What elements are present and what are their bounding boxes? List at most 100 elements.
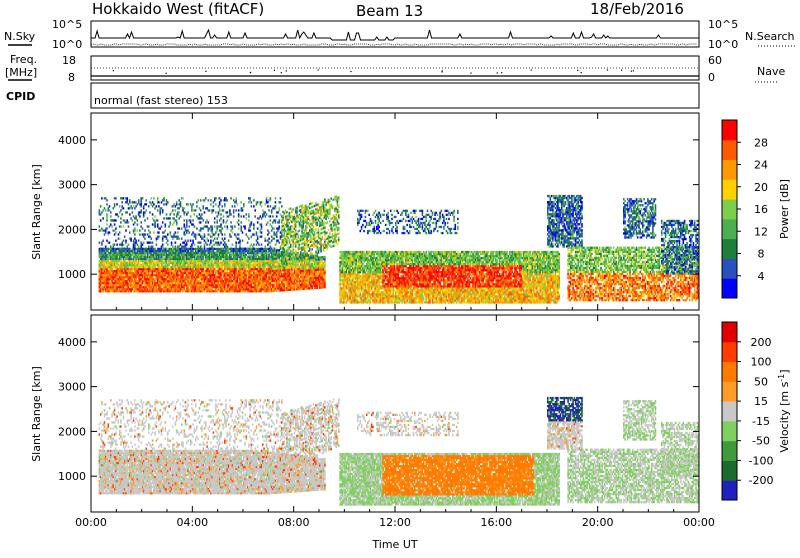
nave-dot bbox=[470, 73, 471, 74]
nave-label: Nave bbox=[757, 65, 785, 78]
range-gate-cell bbox=[156, 286, 158, 288]
range-gate-cell bbox=[229, 264, 231, 266]
range-gate-cell bbox=[108, 260, 110, 262]
range-gate-cell bbox=[171, 248, 173, 250]
range-gate-cell bbox=[246, 276, 248, 278]
range-gate-cell bbox=[116, 256, 118, 258]
range-gate-cell bbox=[109, 280, 111, 282]
range-gate-cell bbox=[215, 274, 217, 276]
range-gate-cell bbox=[111, 268, 113, 270]
freq-tick-bottom: 8 bbox=[68, 71, 75, 84]
range-gate-cell bbox=[191, 280, 193, 282]
range-gate-cell bbox=[123, 274, 125, 276]
nave-dot bbox=[501, 72, 502, 73]
cpid-text: normal (fast stereo) 153 bbox=[94, 94, 228, 107]
range-gate-cell bbox=[185, 264, 187, 266]
range-gate-cell bbox=[251, 284, 253, 286]
range-gate-cell bbox=[142, 284, 144, 286]
range-gate-cell bbox=[154, 266, 156, 268]
nave-dot bbox=[621, 70, 622, 71]
range-gate-cell bbox=[237, 258, 239, 260]
range-gate-cell bbox=[184, 286, 186, 288]
range-gate-cell bbox=[177, 276, 179, 278]
range-gate-cell bbox=[148, 272, 150, 274]
range-gate-cell bbox=[281, 271, 283, 273]
range-gate-cell bbox=[180, 290, 182, 292]
range-gate-cell bbox=[227, 270, 229, 272]
range-gate-cell bbox=[246, 268, 248, 270]
nsky-line bbox=[91, 30, 699, 40]
range-gate-cell bbox=[191, 258, 193, 260]
range-gate-cell bbox=[244, 252, 246, 254]
range-gate-cell bbox=[187, 286, 189, 288]
range-gate-cell bbox=[102, 290, 104, 292]
freq-trace bbox=[91, 68, 699, 76]
range-gate-cell bbox=[256, 256, 258, 258]
range-gate-cell bbox=[218, 282, 220, 284]
range-gate-cell bbox=[220, 274, 222, 276]
nave-dot bbox=[350, 71, 351, 72]
range-gate-cell bbox=[294, 268, 296, 270]
range-gate-cell bbox=[185, 280, 187, 282]
range-gate-cell bbox=[200, 282, 202, 284]
nsky-trace bbox=[91, 30, 699, 45]
nsky-tick-top: 10^5 bbox=[52, 18, 82, 31]
range-gate-cell bbox=[204, 290, 206, 292]
power-panel: 4000300020001000 Slant Range [km] 282420… bbox=[30, 113, 791, 310]
nsearch-tick-top: 10^5 bbox=[708, 18, 738, 31]
nave-dot bbox=[581, 72, 582, 73]
range-gate-cell bbox=[153, 260, 155, 262]
range-gate-cell bbox=[244, 290, 246, 292]
nave-dot bbox=[442, 71, 443, 72]
range-gate-cell bbox=[187, 250, 189, 252]
range-gate-cell bbox=[237, 278, 239, 280]
range-gate-cell bbox=[230, 278, 232, 280]
range-gate-cell bbox=[315, 271, 317, 273]
range-gate-cell bbox=[230, 282, 232, 284]
range-gate-cell bbox=[205, 252, 207, 254]
range-gate-cell bbox=[130, 256, 132, 258]
range-gate-cell bbox=[263, 268, 265, 270]
range-gate-cell bbox=[214, 268, 216, 270]
range-gate-cell bbox=[211, 260, 213, 262]
freq-label-2: [MHz] bbox=[5, 66, 37, 79]
range-gate-cell bbox=[195, 250, 197, 252]
range-gate-cell bbox=[115, 250, 117, 252]
nave-dot bbox=[250, 72, 251, 73]
range-gate-cell bbox=[213, 250, 215, 252]
range-gate-cell bbox=[203, 258, 205, 260]
range-gate-cell bbox=[111, 280, 113, 282]
cpid-label: CPID bbox=[6, 90, 35, 103]
range-gate-cell bbox=[129, 248, 131, 250]
range-gate-cell bbox=[311, 287, 313, 289]
superdarn-rti-plot: Hokkaido West (fitACF) Beam 13 18/Feb/20… bbox=[0, 0, 800, 554]
range-gate-cell bbox=[294, 280, 296, 282]
range-gate-cell bbox=[237, 280, 239, 282]
range-gate-cell bbox=[319, 280, 321, 282]
range-gate-cell bbox=[138, 262, 140, 264]
nsearch-tick-bottom: 10^0 bbox=[708, 38, 738, 51]
range-gate-cell bbox=[162, 256, 164, 258]
range-gate-cell bbox=[317, 287, 319, 289]
nave-dot bbox=[281, 72, 282, 73]
date-title: 18/Feb/2016 bbox=[590, 0, 684, 18]
nsearch-label: N.Search bbox=[745, 30, 795, 43]
range-gate-cell bbox=[235, 266, 237, 268]
range-gate-cell bbox=[220, 260, 222, 262]
range-gate-cell bbox=[201, 248, 203, 250]
range-gate-cell bbox=[161, 286, 163, 288]
range-gate-cell bbox=[261, 290, 263, 292]
rti-figure: Hokkaido West (fitACF) Beam 13 18/Feb/20… bbox=[0, 0, 800, 554]
range-gate-cell bbox=[121, 270, 123, 272]
power-heatmap bbox=[99, 195, 700, 304]
range-gate-cell bbox=[132, 270, 134, 272]
range-gate-cell bbox=[298, 264, 300, 266]
range-gate-cell bbox=[128, 286, 130, 288]
range-gate-cell bbox=[124, 278, 126, 280]
nave-tick-top: 60 bbox=[708, 54, 722, 67]
range-gate-cell bbox=[130, 290, 132, 292]
range-gate-cell bbox=[291, 270, 293, 272]
range-gate-cell bbox=[104, 270, 106, 272]
range-gate-cell bbox=[167, 266, 169, 268]
range-gate-cell bbox=[305, 267, 307, 269]
